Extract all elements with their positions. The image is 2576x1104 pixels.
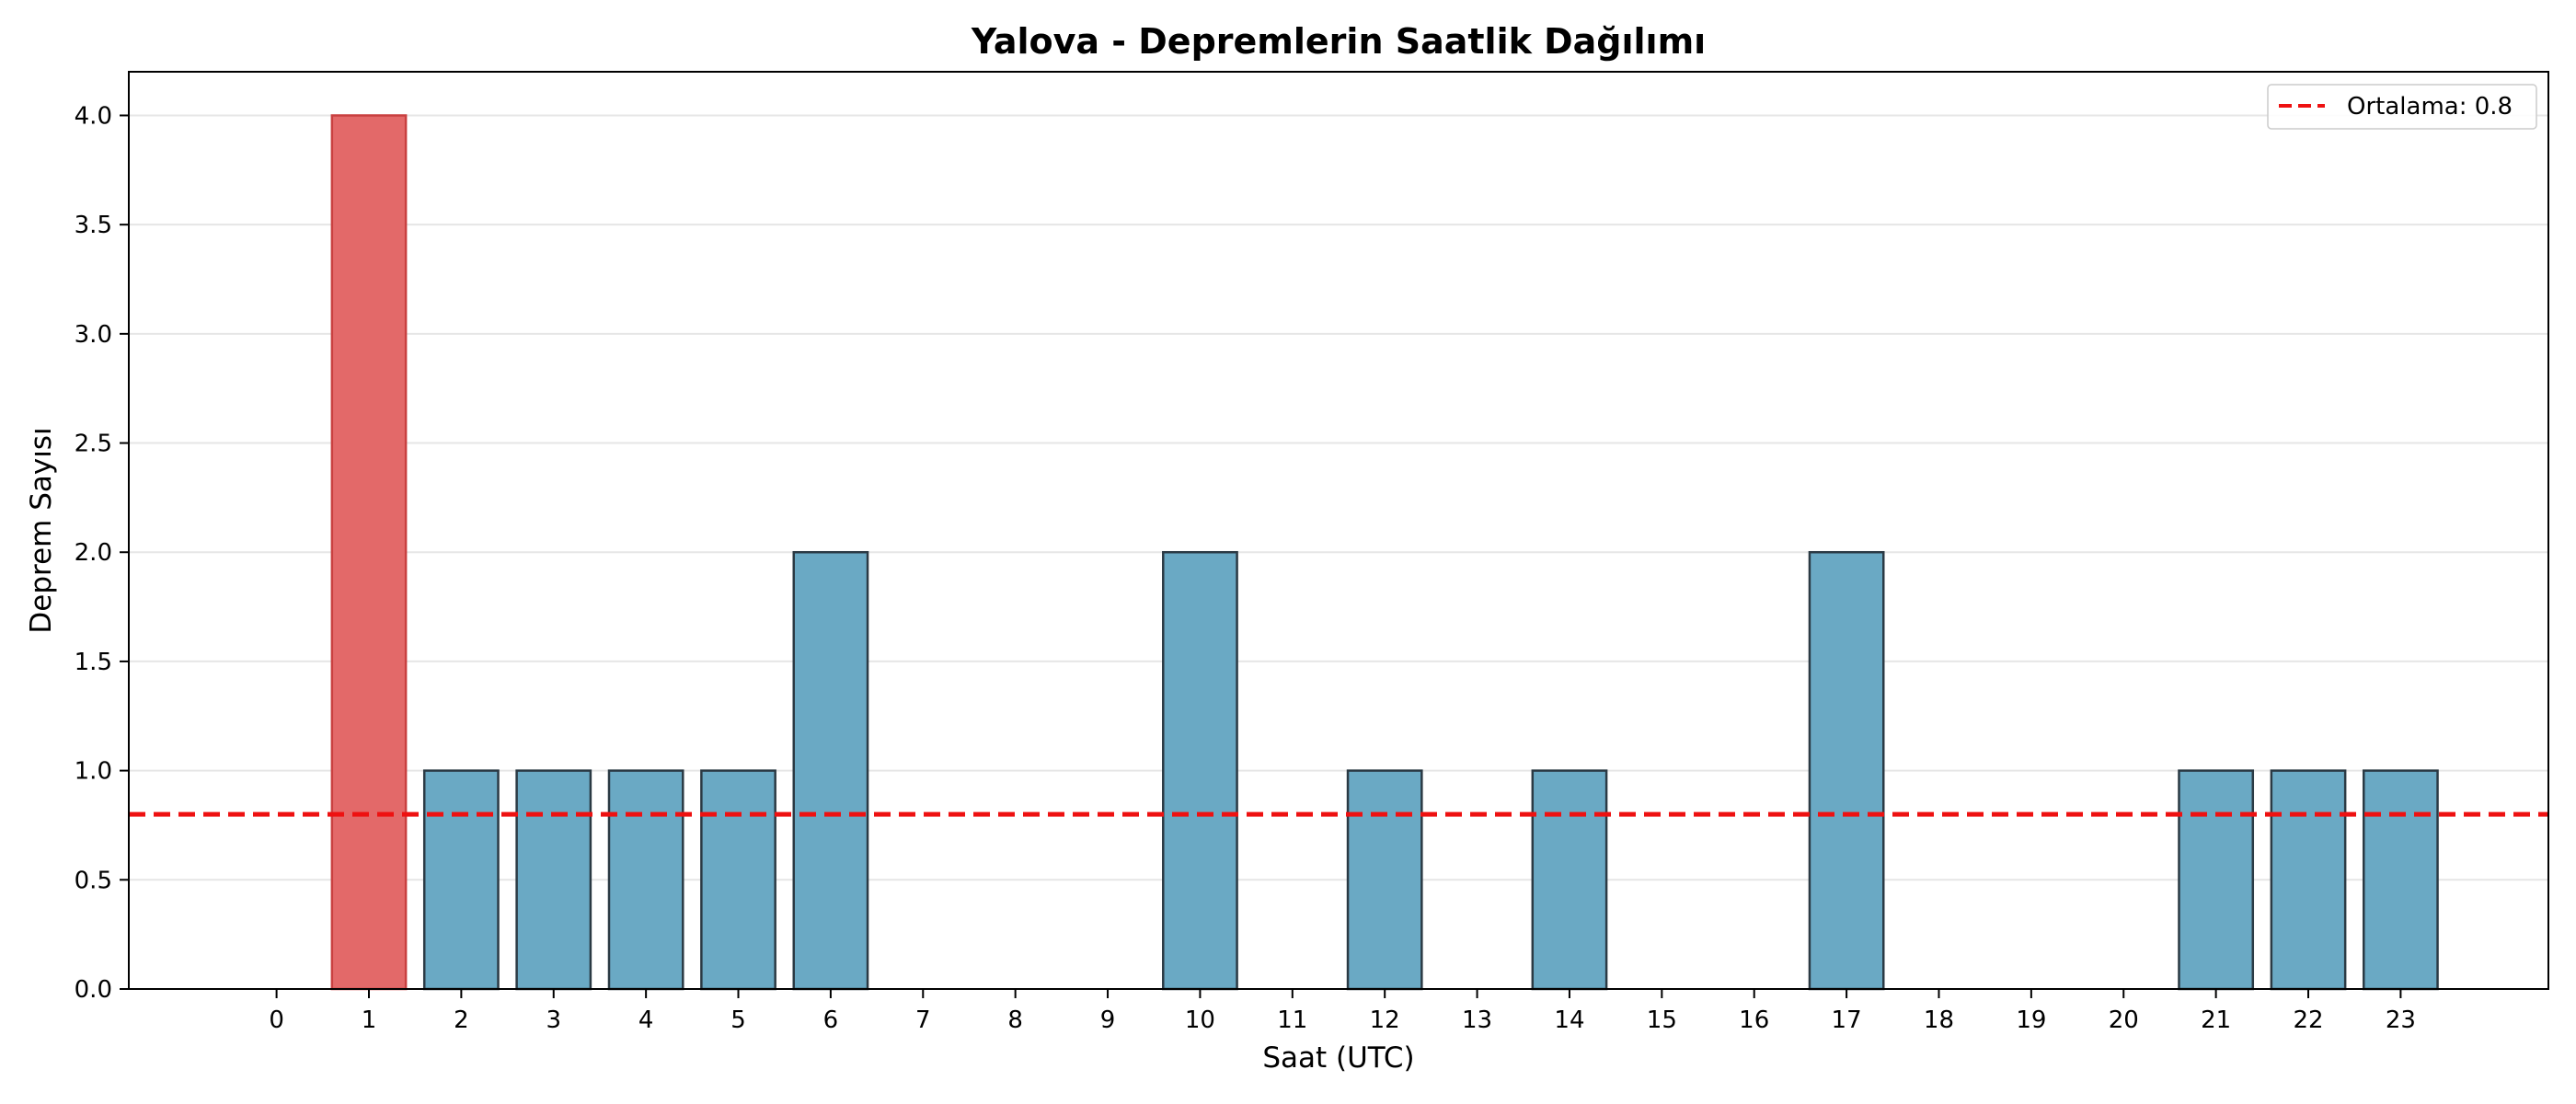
axis-ticks: 0.00.51.01.52.02.53.03.54.00 1 2 3 4 5 6 7 8 9 10 1…: [75, 102, 2416, 1034]
plot-frame: [128, 71, 2549, 990]
x-tick-label: 12: [1370, 1006, 1400, 1034]
x-tick-label: 7: [915, 1006, 931, 1034]
x-tick-label: 6: [823, 1006, 839, 1034]
legend-box: [2267, 84, 2537, 130]
bar-hour-1: [330, 114, 408, 991]
chart-title: Yalova - Depremlerin Saatlik Dağılımı: [971, 21, 1706, 62]
x-tick-label: 13: [1462, 1006, 1492, 1034]
y-tick-label: 2.5: [75, 431, 112, 458]
x-axis-label: Saat (UTC): [1262, 1041, 1414, 1075]
bar-hour-4: [607, 769, 684, 991]
x-tick-label: 5: [730, 1006, 746, 1034]
x-tick-label: 22: [2293, 1006, 2323, 1034]
x-tick-label: 20: [2109, 1006, 2139, 1034]
x-tick-label: 0: [269, 1006, 284, 1034]
legend-mean-label: Ortalama: 0.8: [2347, 93, 2513, 121]
x-tick-label: 9: [1100, 1006, 1116, 1034]
x-tick-label: 19: [2016, 1006, 2046, 1034]
bar-hour-21: [2178, 769, 2255, 991]
bar-hour-17: [1808, 550, 1885, 991]
x-tick-label: 4: [638, 1006, 654, 1034]
y-tick-label: 0.5: [75, 867, 112, 894]
y-axis-label: Deprem Sayısı: [25, 427, 58, 633]
x-tick-label: 18: [1924, 1006, 1954, 1034]
bar-hour-22: [2270, 769, 2347, 991]
x-tick-label: 21: [2201, 1006, 2231, 1034]
y-tick-label: 1.0: [75, 758, 112, 786]
y-tick-label: 3.5: [75, 212, 112, 239]
x-tick-label: 15: [1647, 1006, 1677, 1034]
bar-hour-10: [1162, 550, 1238, 991]
x-tick-label: 14: [1554, 1006, 1584, 1034]
x-tick-label: 1: [362, 1006, 377, 1034]
bar-hour-14: [1531, 769, 1608, 991]
bar-hour-6: [792, 550, 869, 991]
bar-hour-23: [2362, 769, 2439, 991]
x-tick-label: 17: [1832, 1006, 1862, 1034]
bar-hour-3: [515, 769, 592, 991]
x-tick-label: 3: [546, 1006, 561, 1034]
y-tick-label: 1.5: [75, 649, 112, 676]
x-tick-label: 8: [1007, 1006, 1023, 1034]
x-tick-label: 11: [1277, 1006, 1307, 1034]
y-tick-label: 2.0: [75, 539, 112, 567]
y-tick-label: 0.0: [75, 976, 112, 1004]
bars: [330, 114, 2439, 991]
x-tick-label: 2: [454, 1006, 469, 1034]
x-tick-label: 23: [2386, 1006, 2416, 1034]
bar-hour-2: [422, 769, 500, 991]
bar-hour-12: [1346, 769, 1423, 991]
bar-hour-5: [700, 769, 776, 991]
x-tick-label: 16: [1739, 1006, 1769, 1034]
y-tick-label: 4.0: [75, 102, 112, 130]
legend: Ortalama: 0.8: [2267, 84, 2537, 130]
x-tick-label: 10: [1185, 1006, 1215, 1034]
y-tick-label: 3.0: [75, 321, 112, 349]
